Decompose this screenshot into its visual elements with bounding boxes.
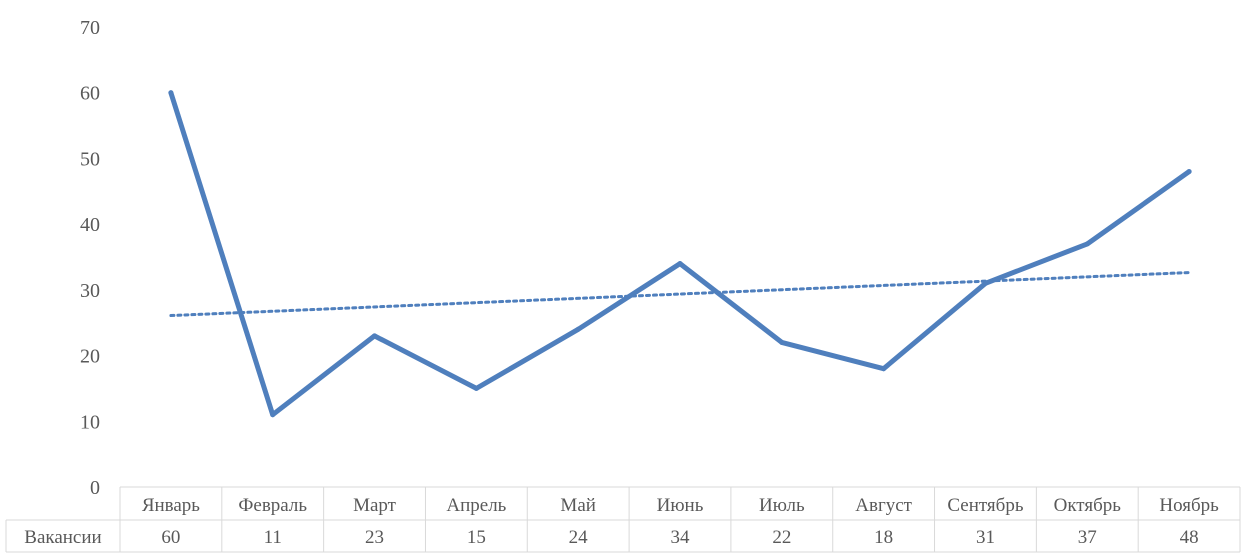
data-point (372, 333, 378, 339)
data-point (1084, 241, 1090, 247)
category-label: Ноябрь (1159, 495, 1219, 516)
category-label: Февраль (238, 495, 307, 516)
data-point (1186, 169, 1192, 175)
series-group (168, 90, 1192, 418)
trendline-group (169, 271, 1191, 318)
data-table: Январь Февраль Март Апрель Май Июнь Июль Август… (5, 486, 1241, 553)
y-tick-label: 0 (90, 477, 100, 499)
value-label: 23 (365, 527, 384, 548)
data-point (270, 412, 276, 418)
value-label: 60 (161, 527, 180, 548)
data-point (982, 280, 988, 286)
category-label: Сентябрь (947, 495, 1023, 516)
series-name-label: Вакансии (24, 527, 101, 548)
y-tick-label: 50 (80, 148, 100, 170)
category-label: Июнь (657, 495, 704, 516)
category-label: Июль (759, 495, 805, 516)
category-label: Январь (142, 495, 200, 516)
value-label: 22 (772, 527, 791, 548)
y-tick-label: 20 (80, 346, 100, 368)
category-label: Март (353, 495, 397, 516)
value-label: 18 (874, 527, 893, 548)
value-label: 11 (264, 527, 282, 548)
value-label: 37 (1078, 527, 1097, 548)
category-label: Октябрь (1054, 495, 1122, 516)
value-label: 24 (569, 527, 589, 548)
y-tick-label: 10 (80, 411, 100, 433)
y-tick-label: 30 (80, 280, 100, 302)
y-tick-label: 40 (80, 214, 100, 236)
value-label: 15 (467, 527, 486, 548)
value-label: 31 (976, 527, 995, 548)
data-point (779, 339, 785, 345)
category-label: Август (855, 495, 912, 516)
data-point (168, 90, 174, 96)
y-axis: 0 10 20 30 40 50 60 70 (80, 17, 100, 499)
value-label: 48 (1180, 527, 1199, 548)
category-label: Апрель (446, 495, 506, 516)
data-point (575, 326, 581, 332)
category-label: Май (560, 495, 596, 516)
y-tick-label: 60 (80, 83, 100, 105)
trendline (169, 271, 1191, 318)
data-point (677, 261, 683, 267)
data-point (881, 366, 887, 372)
series-line (168, 90, 1192, 418)
y-tick-label: 70 (80, 17, 100, 39)
value-label: 34 (671, 527, 691, 548)
data-point (473, 385, 479, 391)
